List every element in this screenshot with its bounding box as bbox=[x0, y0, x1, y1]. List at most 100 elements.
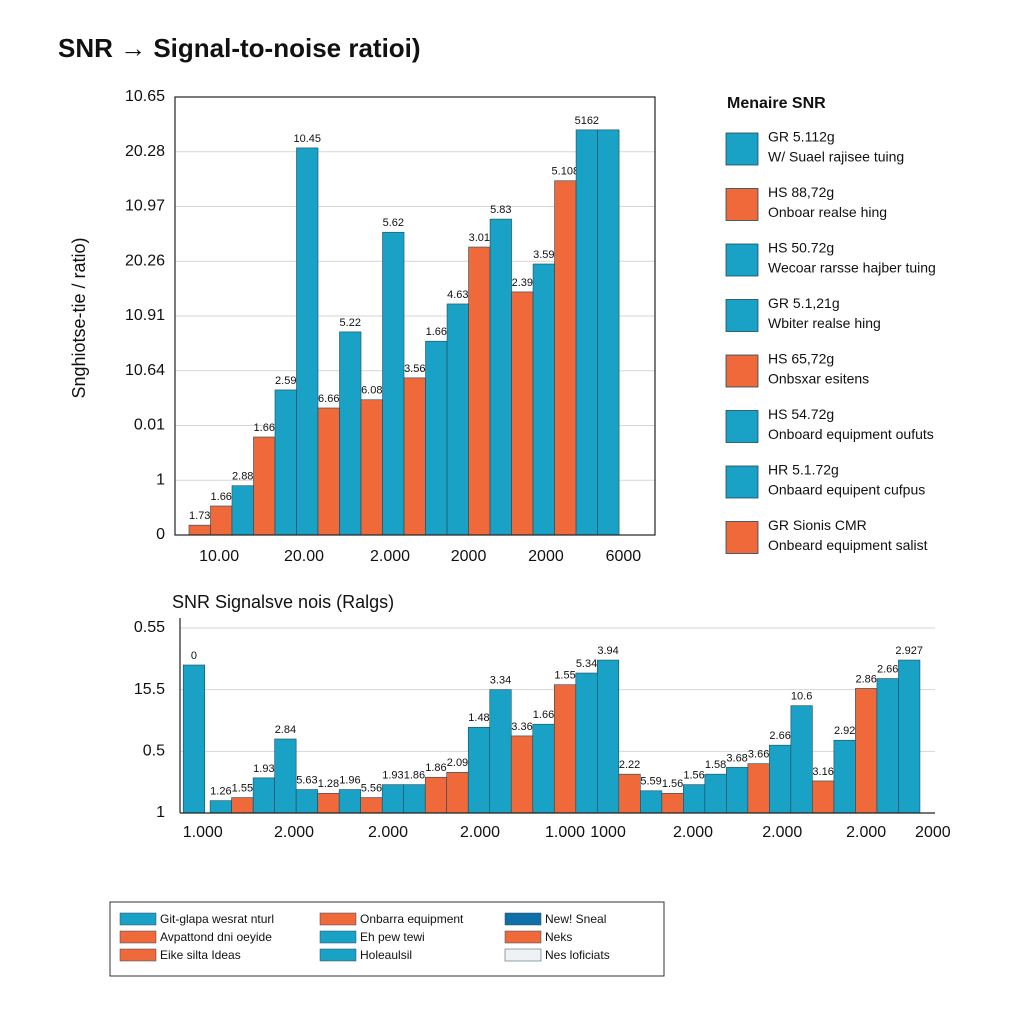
data-label: 1.66 bbox=[426, 326, 447, 338]
x-tick-label: 2.000 bbox=[762, 824, 802, 841]
data-label: 2.86 bbox=[855, 673, 876, 685]
x-tick-label: 2000 bbox=[528, 548, 564, 565]
bar bbox=[511, 291, 534, 536]
data-label: 4.63 bbox=[447, 289, 468, 301]
data-label: 5.62 bbox=[383, 217, 404, 229]
bar bbox=[274, 389, 297, 536]
legend-swatch bbox=[504, 948, 542, 962]
data-label: 2.66 bbox=[877, 663, 898, 675]
legend-label: HS 50.72g bbox=[768, 240, 834, 256]
bar bbox=[769, 744, 792, 814]
legend-swatch bbox=[319, 912, 357, 926]
legend-label: HS 65,72g bbox=[768, 351, 834, 367]
data-label: 5.56 bbox=[361, 782, 382, 794]
bar bbox=[747, 763, 770, 814]
legend-label: Eike silta Ideas bbox=[160, 948, 241, 962]
legend-label: Eh pew tewi bbox=[360, 930, 425, 944]
x-tick-label: 2000 bbox=[915, 824, 951, 841]
data-label: 2.92 bbox=[834, 725, 855, 737]
legend-swatch bbox=[725, 410, 759, 443]
bar bbox=[188, 524, 211, 536]
bar bbox=[382, 231, 405, 536]
legend-swatch bbox=[504, 912, 542, 926]
legend-label: Onbaard equipent cufpus bbox=[768, 482, 925, 498]
bar bbox=[575, 129, 598, 536]
bar bbox=[683, 784, 706, 814]
legend-label: GR 5.112g bbox=[768, 129, 835, 145]
bar bbox=[468, 246, 491, 536]
data-label: 5162 bbox=[575, 115, 599, 127]
data-label: 3.01 bbox=[469, 232, 490, 244]
data-label: 3.34 bbox=[490, 675, 511, 687]
y-tick-label: 20.28 bbox=[125, 143, 165, 160]
bar bbox=[231, 797, 254, 814]
y-tick-label: 10.97 bbox=[125, 198, 165, 215]
bar bbox=[726, 767, 749, 814]
legend-label: Git-glapa wesrat nturl bbox=[160, 912, 274, 926]
data-label: 1.48 bbox=[468, 712, 489, 724]
bar bbox=[510, 735, 534, 814]
legend-label: HR 5.1.72g bbox=[768, 462, 839, 478]
y-tick-label: 0.5 bbox=[143, 743, 165, 760]
bar bbox=[425, 340, 448, 536]
bar bbox=[210, 505, 233, 536]
bar bbox=[618, 773, 641, 814]
data-label: 6.08 bbox=[361, 385, 382, 397]
bar bbox=[182, 664, 206, 814]
bar bbox=[596, 659, 620, 814]
data-label: 5.108 bbox=[552, 166, 580, 178]
legend-label: Neks bbox=[545, 930, 572, 944]
bar bbox=[704, 773, 727, 814]
legend-label: Onbarra equipment bbox=[360, 912, 464, 926]
data-label: 1.55 bbox=[554, 670, 575, 682]
data-label: 5.63 bbox=[296, 774, 317, 786]
legend-swatch bbox=[725, 299, 759, 332]
data-label: 1.73 bbox=[189, 510, 210, 522]
legend-swatch bbox=[725, 132, 759, 166]
legend-swatch bbox=[119, 930, 157, 944]
legend-swatch bbox=[725, 465, 759, 499]
bar bbox=[532, 263, 555, 536]
x-tick-label: 2000 bbox=[451, 548, 487, 565]
data-label: 2.39 bbox=[512, 277, 533, 289]
data-label: 1.93 bbox=[253, 763, 274, 775]
chart-title: SNR Signalsve nois (Ralgs) bbox=[172, 592, 394, 612]
data-label: 1.96 bbox=[339, 774, 360, 786]
data-label: 1.26 bbox=[210, 786, 231, 798]
legend-label: New! Sneal bbox=[545, 912, 606, 926]
y-tick-label: 1 bbox=[156, 471, 165, 488]
data-label: 1.56 bbox=[683, 770, 704, 782]
data-label: 2.927 bbox=[895, 645, 923, 657]
legend-swatch bbox=[725, 188, 759, 221]
legend-swatch bbox=[725, 521, 759, 554]
bar bbox=[489, 218, 512, 536]
bar bbox=[640, 790, 663, 814]
bar bbox=[338, 789, 361, 814]
bar bbox=[575, 672, 598, 814]
data-label: 3.36 bbox=[511, 721, 532, 733]
legend-swatch bbox=[725, 243, 759, 277]
legend-label: GR Sionis CMR bbox=[768, 517, 867, 533]
legend-label: Onboar realse hing bbox=[768, 204, 887, 220]
data-label: 5.59 bbox=[640, 776, 661, 788]
data-label: 2.84 bbox=[275, 724, 296, 736]
data-label: 2.09 bbox=[447, 757, 468, 769]
bar bbox=[489, 689, 512, 814]
legend-swatch bbox=[119, 912, 157, 926]
bar bbox=[876, 678, 899, 814]
legend-label: HS 88,72g bbox=[768, 184, 834, 200]
x-tick-label: 2.000 bbox=[673, 824, 713, 841]
x-tick-label: 2.000 bbox=[846, 824, 886, 841]
bar bbox=[855, 688, 878, 814]
legend-swatch bbox=[725, 354, 759, 388]
legend-label: Holeaulsil bbox=[360, 948, 412, 962]
data-label: 2.59 bbox=[275, 375, 296, 387]
bar bbox=[661, 792, 684, 814]
legend-swatch bbox=[319, 930, 357, 944]
x-tick-label: 6000 bbox=[606, 548, 642, 565]
bar bbox=[317, 407, 340, 536]
bar bbox=[554, 180, 577, 536]
y-tick-label: 0.55 bbox=[134, 619, 165, 636]
y-tick-label: 20.26 bbox=[125, 252, 165, 269]
